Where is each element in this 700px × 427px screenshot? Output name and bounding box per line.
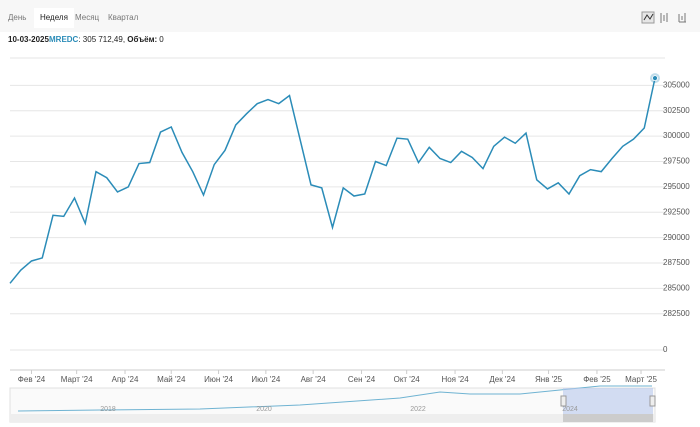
x-tick-label: Фев '25	[583, 375, 611, 384]
x-tick-label: Янв '25	[535, 375, 563, 384]
info-ticker: MREDC	[49, 35, 79, 44]
y-tick-label: 305000	[663, 80, 690, 89]
navigator-label: 2022	[410, 406, 426, 413]
navigator-handle[interactable]	[649, 395, 656, 407]
y-tick-label: 292500	[663, 207, 690, 216]
x-tick-label: Июл '24	[251, 375, 280, 384]
toolbar-icons	[641, 11, 686, 24]
y-tick-label: 295000	[663, 182, 690, 191]
x-tick-label: Сен '24	[348, 375, 376, 384]
toolbar	[0, 0, 700, 32]
tab[interactable]: Квартал	[108, 13, 139, 22]
navigator-label: 2020	[256, 406, 272, 413]
y-tick-label: 285000	[663, 284, 690, 293]
navigator-label: 2024	[562, 406, 578, 413]
scrollbar-thumb[interactable]	[563, 414, 653, 422]
x-tick-label: Дек '24	[489, 375, 516, 384]
y-tick-label: 302500	[663, 106, 690, 115]
y-tick-label: 300000	[663, 131, 690, 140]
icon-ohlc[interactable]	[660, 13, 668, 23]
info-line: MREDC: 305 712,49, Объём: 0	[49, 35, 164, 44]
x-tick-label: Март '25	[625, 375, 657, 384]
x-tick-label: Ноя '24	[441, 375, 469, 384]
icon-candle[interactable]	[678, 13, 686, 23]
x-tick-label: Май '24	[157, 375, 186, 384]
info-price: : 305 712,49,	[78, 35, 127, 44]
info-volume-label: Объём:	[127, 35, 157, 44]
tab[interactable]: День	[8, 13, 26, 22]
y-tick-label: 297500	[663, 157, 690, 166]
price-line	[9, 77, 656, 284]
x-tick-label: Апр '24	[112, 375, 139, 384]
info-volume: 0	[159, 35, 164, 44]
info-date: 10-03-2025	[8, 35, 49, 44]
y-tick-label: 282500	[663, 309, 690, 318]
navigator-handle[interactable]	[560, 395, 567, 407]
x-tick-label: Фев '24	[18, 375, 46, 384]
x-tick-label: Март '24	[61, 375, 93, 384]
scrollbar[interactable]	[10, 414, 655, 422]
tab-active-bg[interactable]	[34, 8, 74, 28]
x-tick-label: Авг '24	[301, 375, 327, 384]
x-tick-label: Окт '24	[394, 375, 421, 384]
tab[interactable]: Месяц	[75, 13, 100, 22]
icon-line[interactable]	[641, 11, 655, 24]
y-tick-label: 287500	[663, 258, 690, 267]
tab[interactable]: Неделя	[40, 13, 68, 22]
x-tick-label: Июн '24	[204, 375, 233, 384]
volume-tick-label: 0	[663, 345, 668, 354]
y-tick-label: 290000	[663, 233, 690, 242]
last-point	[652, 75, 658, 82]
navigator-label: 2018	[100, 406, 116, 413]
